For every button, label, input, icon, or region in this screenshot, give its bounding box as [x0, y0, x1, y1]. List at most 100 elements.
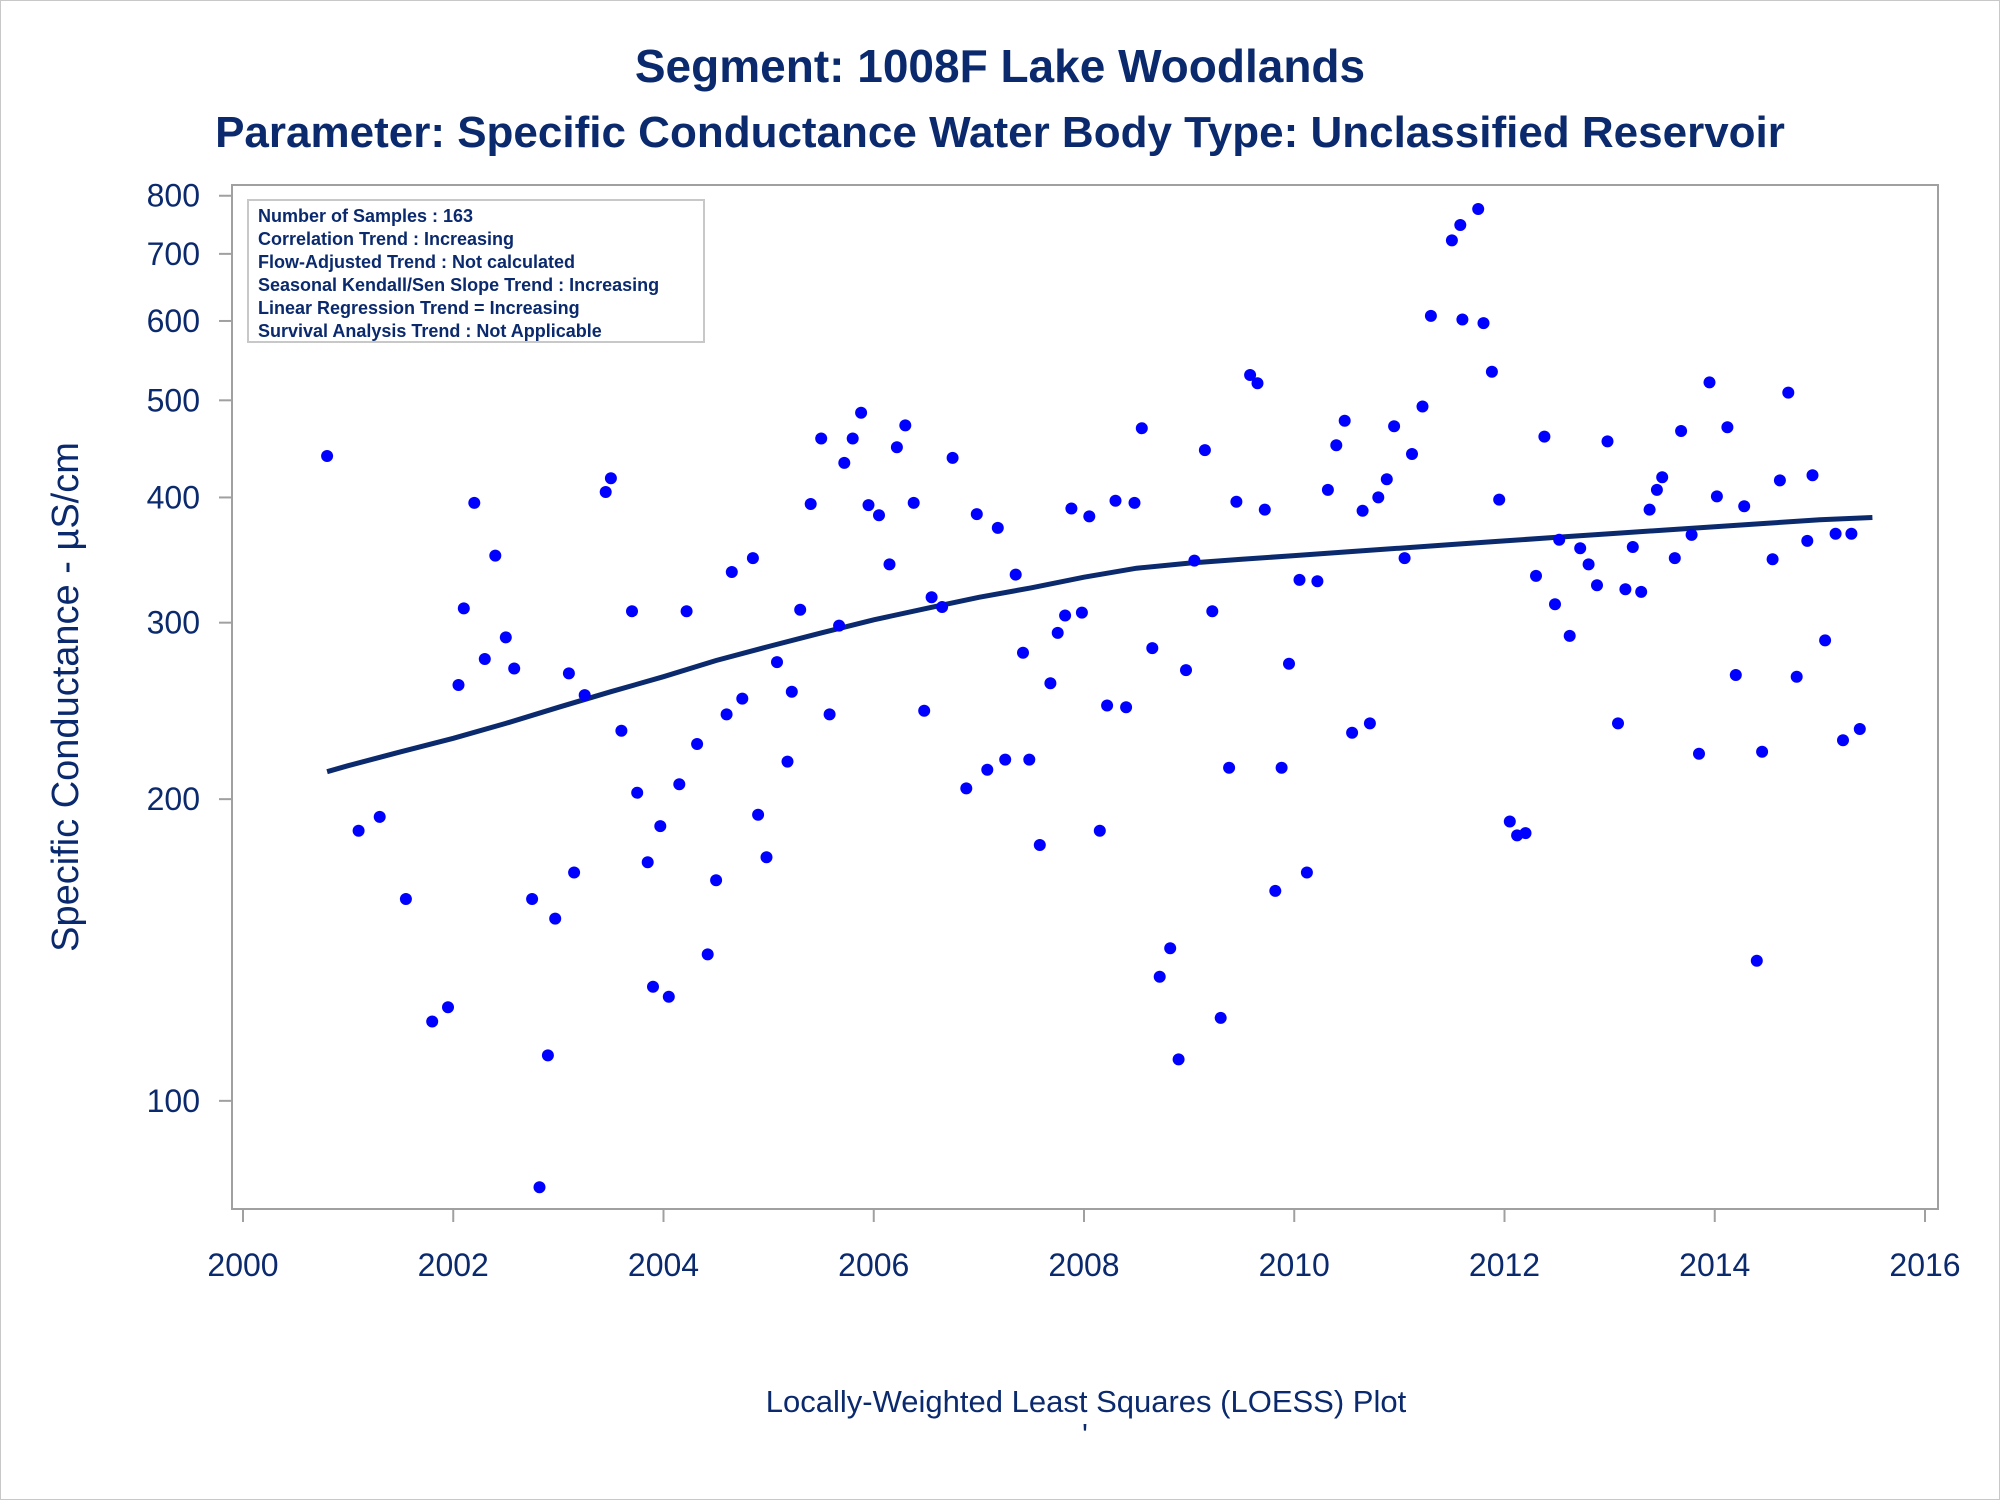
y-tick-label: 200 [147, 781, 200, 817]
data-point [1656, 471, 1669, 484]
data-point [907, 496, 920, 509]
data-point [1406, 448, 1418, 460]
data-point [352, 824, 365, 837]
stats-line: Flow-Adjusted Trend : Not calculated [258, 252, 575, 272]
data-point [1582, 558, 1595, 571]
data-point [725, 566, 738, 578]
data-point [1738, 500, 1751, 513]
stats-box-frame [247, 199, 705, 343]
y-tick-label: 100 [147, 1083, 200, 1119]
data-point [925, 591, 938, 604]
data-point [838, 456, 851, 469]
x-axis: 2000 2002 2004 2006 2008 2010 2012 2014 2016 [207, 1209, 1961, 1283]
y-axis-label: Specific Conductance - µS/cm [45, 442, 87, 952]
data-point [785, 685, 798, 698]
data-point [1721, 421, 1734, 434]
data-point [1180, 664, 1192, 677]
data-point [1198, 444, 1211, 457]
data-point [1493, 493, 1506, 506]
data-point [970, 508, 983, 521]
data-point [1330, 439, 1343, 452]
data-point [760, 851, 773, 864]
data-point [701, 948, 714, 961]
data-point [1065, 502, 1078, 515]
data-point [1093, 824, 1106, 837]
data-point [1258, 503, 1271, 516]
data-point [1643, 503, 1656, 516]
data-point [442, 1001, 454, 1014]
data-point [1756, 745, 1769, 758]
data-point [1685, 528, 1698, 541]
data-point [1083, 510, 1096, 523]
stats-box: Number of Samples : 163 Correlation Tren… [247, 199, 705, 343]
data-point [815, 432, 828, 445]
data-point [899, 419, 912, 432]
data-point [804, 498, 817, 510]
data-point [1773, 474, 1786, 487]
data-point [936, 601, 949, 613]
y-tick-label: 800 [147, 178, 200, 214]
data-point [960, 782, 973, 795]
data-point [1214, 1011, 1227, 1024]
y-tick-label: 600 [147, 303, 200, 339]
data-point [918, 704, 931, 717]
data-point [1853, 723, 1866, 735]
data-point [468, 496, 481, 509]
data-point [1311, 575, 1324, 588]
data-point [1372, 491, 1385, 504]
data-point [1044, 677, 1057, 690]
data-point [1549, 598, 1561, 611]
trend-line [326, 515, 1873, 775]
data-point [1710, 490, 1723, 503]
data-point [373, 810, 386, 823]
data-point [946, 451, 959, 464]
data-point [1416, 400, 1429, 413]
data-point [647, 980, 659, 993]
data-point [1819, 634, 1832, 647]
data-point [508, 662, 521, 675]
data-point [1398, 552, 1411, 565]
data-point [855, 406, 868, 419]
data-point [1244, 369, 1257, 381]
data-points [321, 203, 1866, 1194]
x-tick-label: 2008 [1048, 1247, 1119, 1283]
data-point [1472, 203, 1485, 215]
data-point [1485, 365, 1498, 378]
data-point [1553, 533, 1566, 546]
data-point [1477, 317, 1490, 330]
data-point [1693, 747, 1705, 760]
data-point [1017, 646, 1029, 659]
data-point [1801, 534, 1814, 547]
data-point [1845, 527, 1858, 540]
data-point [1790, 670, 1803, 683]
data-point [1363, 717, 1376, 730]
data-point [1153, 970, 1166, 983]
data-point [710, 874, 723, 887]
data-point [1164, 942, 1177, 955]
data-point [489, 549, 502, 562]
x-tick-label: 2016 [1889, 1247, 1960, 1283]
x-tick-label: 2004 [628, 1247, 699, 1283]
data-point [641, 856, 654, 869]
data-point [1668, 552, 1681, 565]
data-point [1503, 815, 1516, 828]
data-point [1051, 626, 1064, 639]
data-point [1188, 554, 1201, 567]
data-point [599, 486, 612, 498]
chart-footnote: Locally-Weighted Least Squares (LOESS) P… [766, 1384, 1407, 1419]
data-point [1321, 483, 1334, 496]
data-point [541, 1049, 554, 1062]
data-point [1059, 609, 1072, 622]
chart-title: Segment: 1008F Lake Woodlands [635, 40, 1365, 92]
data-point [1346, 726, 1359, 739]
data-point [562, 667, 575, 680]
data-point [1293, 573, 1306, 586]
data-point [1601, 435, 1614, 448]
data-point [478, 653, 491, 665]
data-point [1650, 483, 1663, 496]
data-point [991, 521, 1004, 534]
data-point [1109, 494, 1122, 507]
data-point [1223, 761, 1236, 774]
data-point [1075, 606, 1088, 619]
